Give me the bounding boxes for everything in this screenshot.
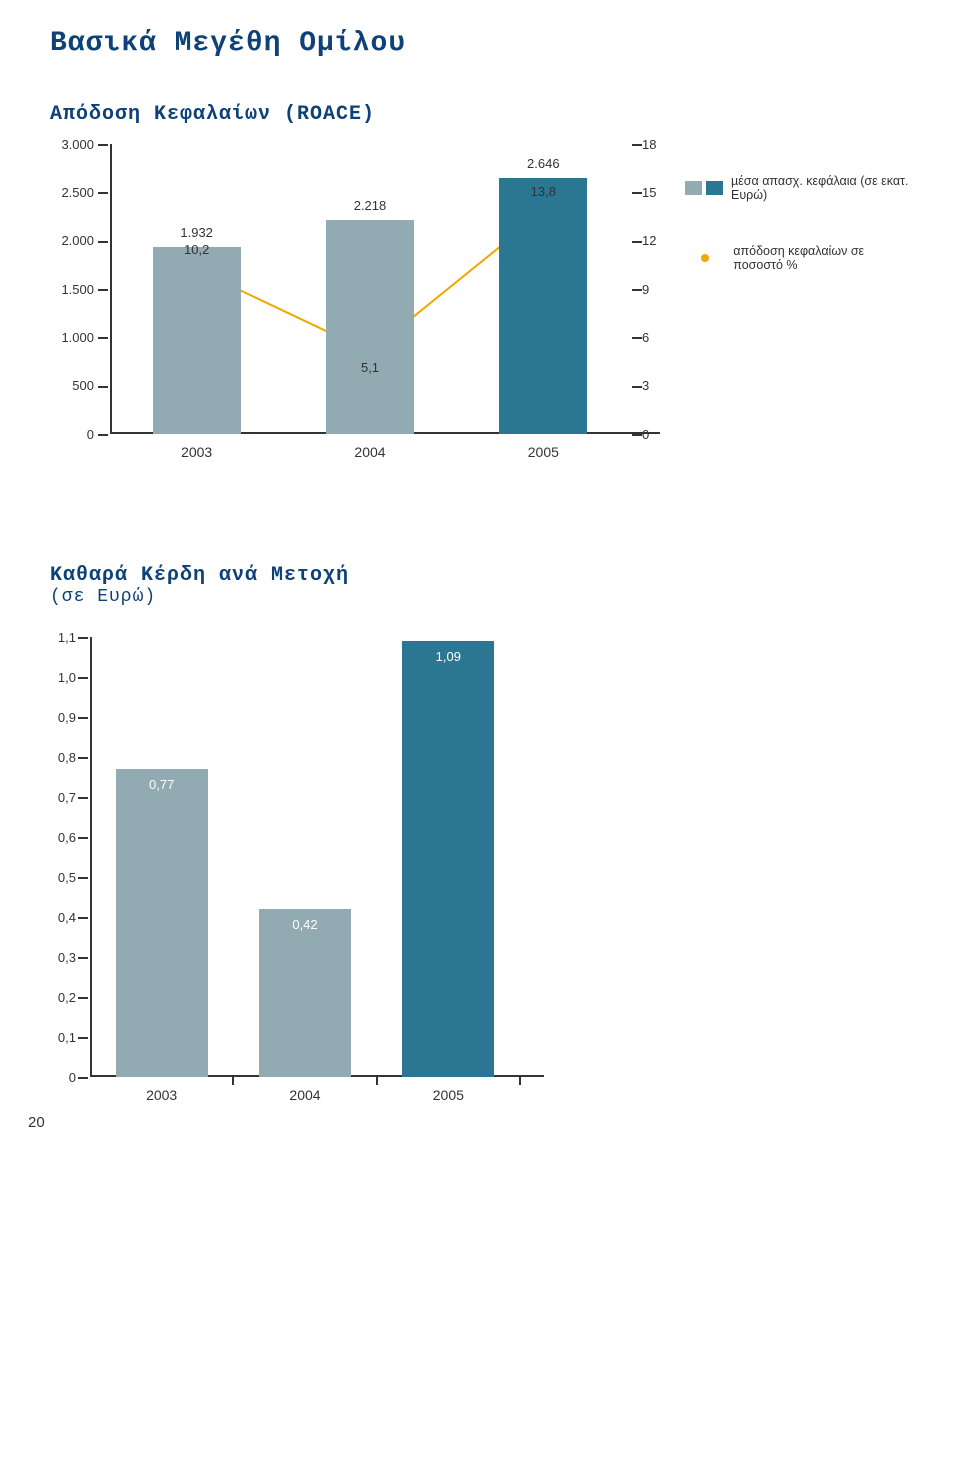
legend-bars-label: µέσα απασχ. κεφάλαια (σε εκατ. Ευρώ) <box>731 174 915 202</box>
roace-x-label: 2003 <box>181 444 212 460</box>
roace-legend: µέσα απασχ. κεφάλαια (σε εκατ. Ευρώ) από… <box>685 174 915 314</box>
eps-subtitle-paren: (σε Ευρώ) <box>50 587 910 607</box>
roace-subtitle: Απόδοση Κεφαλαίων (ROACE) <box>50 103 910 126</box>
eps-bar-label: 0,77 <box>116 777 208 792</box>
page-title: Βασικά Μεγέθη Οµίλου <box>50 28 910 59</box>
eps-bar-label: 0,42 <box>259 917 351 932</box>
page-number: 20 <box>28 1114 45 1131</box>
eps-bar: 1,09 <box>402 641 494 1077</box>
roace-bar: 2.218 <box>326 220 414 434</box>
roace-bar-label: 2.218 <box>326 198 414 213</box>
eps-x-label: 2005 <box>433 1087 464 1103</box>
eps-bar: 0,77 <box>116 769 208 1077</box>
roace-bar: 2.646 <box>499 178 587 434</box>
eps-chart: 00,10,20,30,40,50,60,70,80,91,01,10,7720… <box>50 637 650 1117</box>
roace-bar-label: 1.932 <box>153 225 241 240</box>
roace-point-label: 13,8 <box>531 184 556 199</box>
roace-x-label: 2005 <box>528 444 559 460</box>
legend-line-label: απόδοση κεφαλαίων σε ποσοστό % <box>733 244 915 272</box>
eps-bar-label: 1,09 <box>402 649 494 664</box>
roace-x-label: 2004 <box>354 444 385 460</box>
roace-chart: 05001.0001.5002.0002.5003.00003691215181… <box>50 144 910 484</box>
roace-point-label: 10,2 <box>184 242 209 257</box>
eps-x-label: 2003 <box>146 1087 177 1103</box>
roace-bar-label: 2.646 <box>499 156 587 171</box>
eps-subtitle: Καθαρά Κέρδη ανά Μετοχή <box>50 564 910 587</box>
eps-bar: 0,42 <box>259 909 351 1077</box>
eps-x-label: 2004 <box>289 1087 320 1103</box>
roace-point-label: 5,1 <box>361 360 379 375</box>
roace-bar: 1.932 <box>153 247 241 434</box>
